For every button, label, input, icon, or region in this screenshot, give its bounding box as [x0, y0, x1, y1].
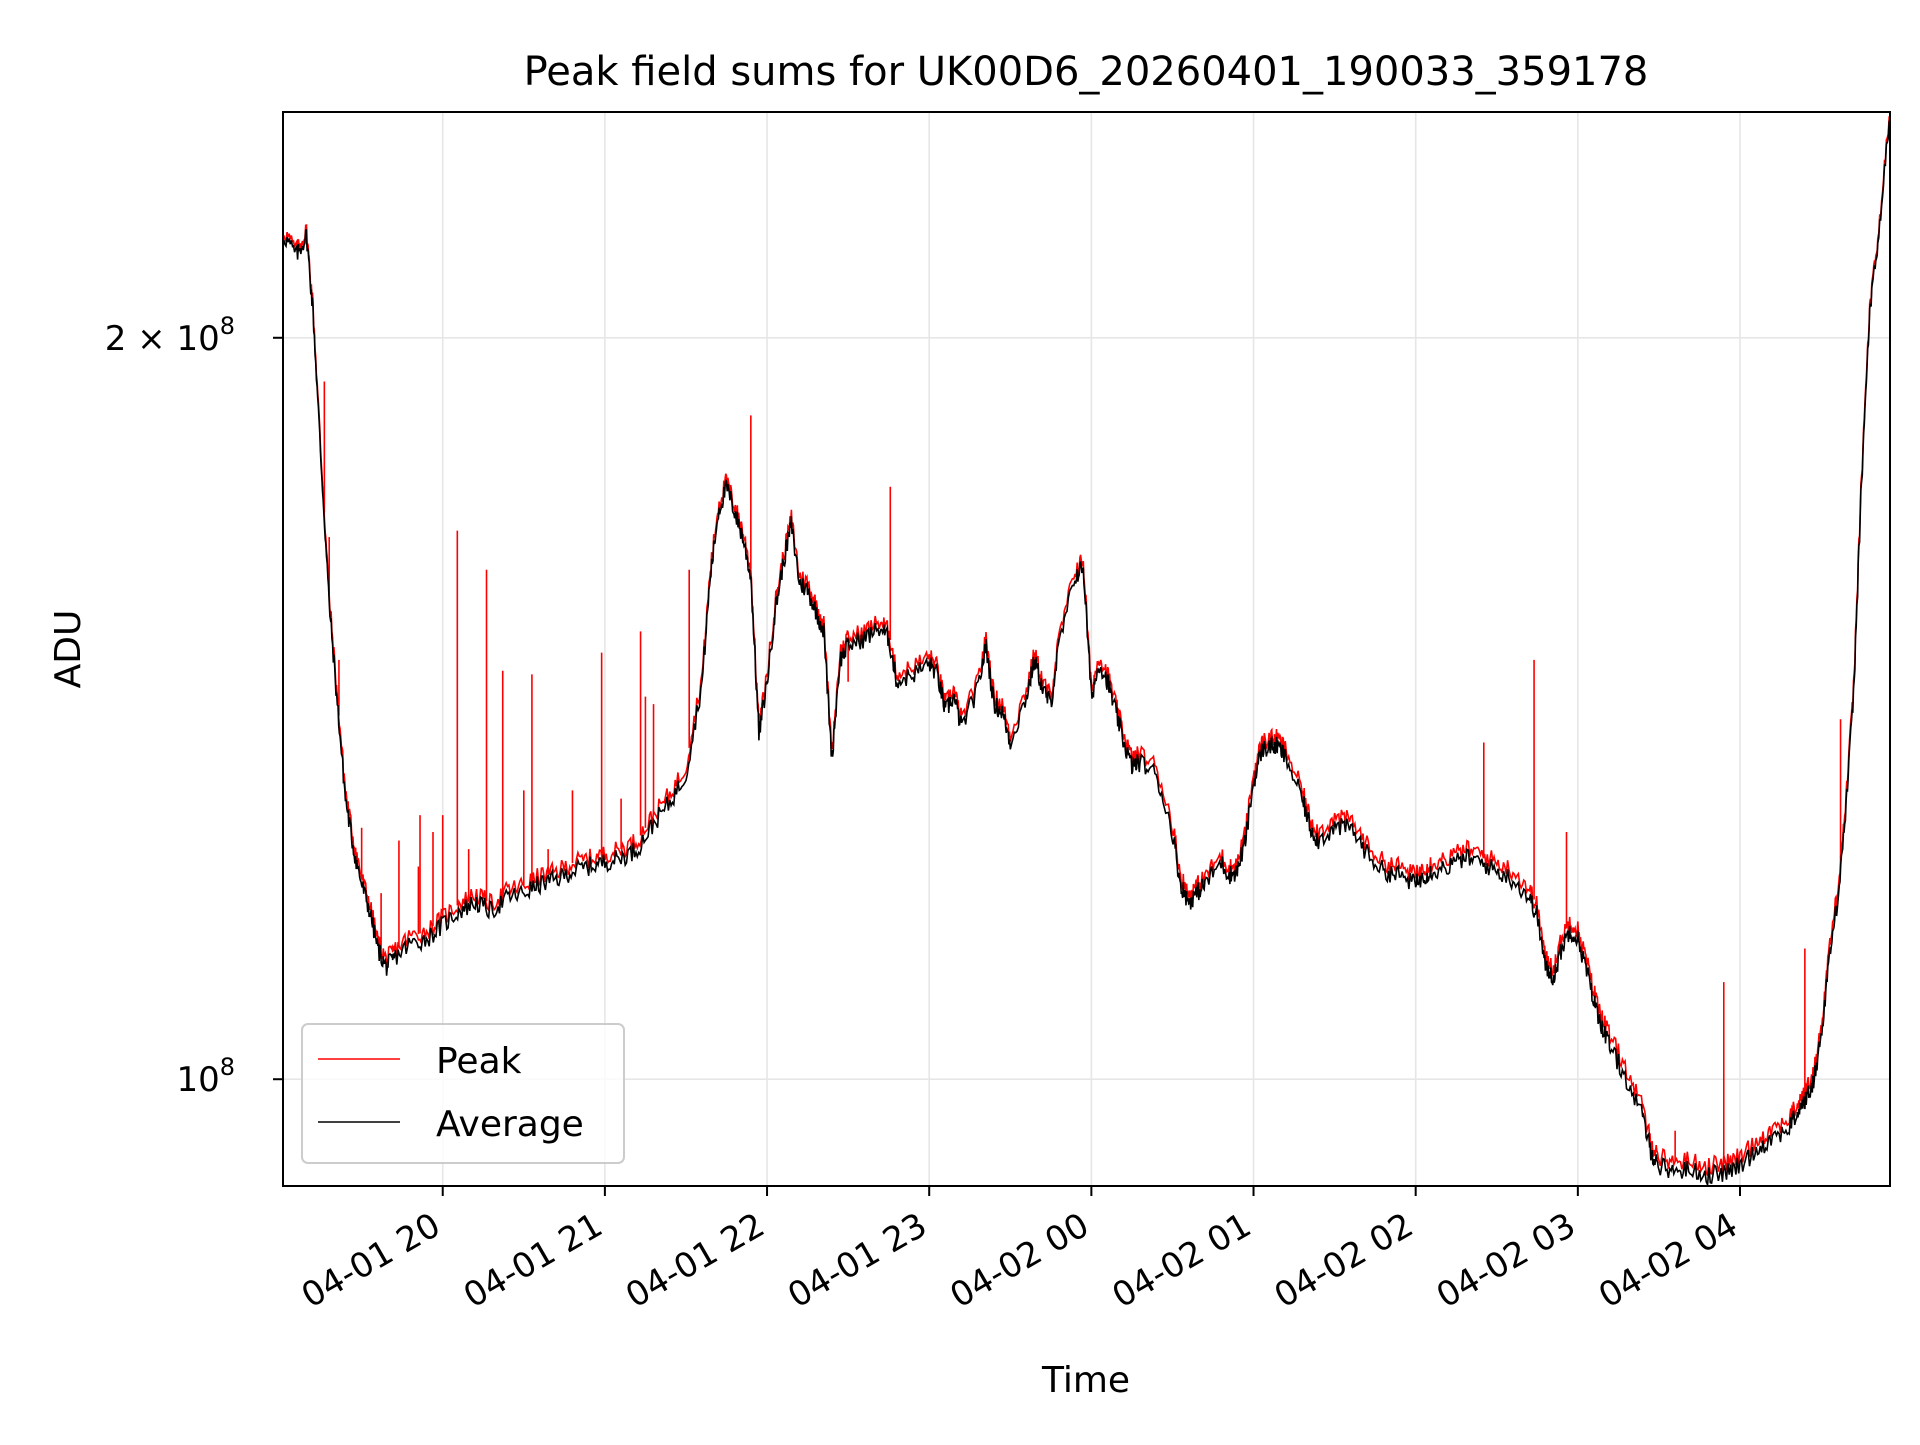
y-axis-label: ADU	[48, 610, 89, 689]
x-axis-label: Time	[1041, 1360, 1130, 1401]
y-tick-label: 2 × 108	[105, 312, 235, 359]
grid-layer	[283, 112, 1890, 1186]
peak-spike-group	[323, 381, 1842, 1164]
y-tick-exponent: 8	[220, 1053, 235, 1081]
legend-average-label: Average	[436, 1104, 584, 1145]
average-series-line	[283, 120, 1890, 1186]
plot-area	[283, 116, 1890, 1186]
plot-frame	[282, 111, 1891, 1187]
legend: Peak Average	[301, 1023, 625, 1164]
chart-title: Peak field sums for UK00D6_20260401_1900…	[524, 49, 1649, 95]
y-tick-exponent: 8	[220, 312, 235, 340]
legend-peak-label: Peak	[436, 1041, 522, 1082]
